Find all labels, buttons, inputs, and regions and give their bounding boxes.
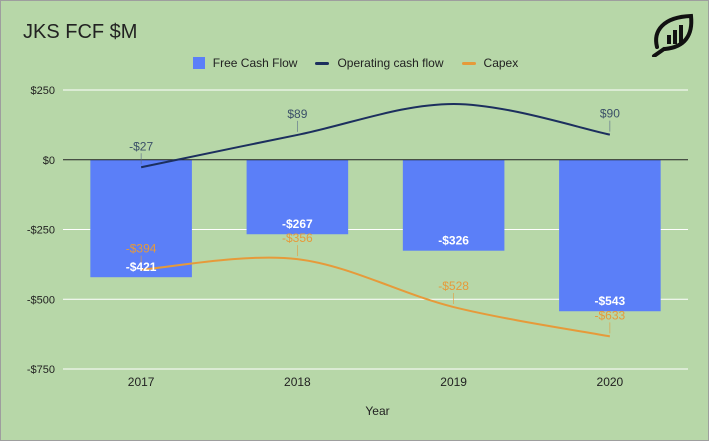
bar-2018 [246,159,349,235]
bar-2019 [402,159,505,251]
y-tick-label: -$250 [27,225,55,237]
data-label-operating: $90 [600,107,620,121]
legend-swatch-bar [192,57,205,69]
y-tick-label: -$500 [27,294,55,306]
data-label-bar: -$421 [126,260,157,274]
data-label-capex: -$356 [282,231,313,245]
legend-label: Free Cash Flow [212,56,298,70]
x-tick-label: 2019 [440,375,467,389]
bar-2020 [559,159,661,312]
legend-label: Capex [483,56,519,70]
data-label-capex: -$528 [438,279,469,293]
line-operating-cash-flow [140,102,611,169]
data-label-capex: -$633 [595,308,626,322]
data-label-bar: -$543 [595,294,626,308]
x-tick-label: 2017 [128,375,155,389]
chart-legend: Free Cash Flow Operating cash flow Capex [1,56,708,70]
leaf-chart-logo-icon [652,13,694,57]
y-tick-label: -$750 [27,364,55,376]
y-tick-label: $250 [31,85,55,97]
x-tick-label: 2020 [597,375,624,389]
legend-swatch-operating [315,61,330,65]
line-capex [141,256,611,338]
data-label-bar: -$267 [282,217,313,231]
legend-item-free-cash-flow: Free Cash Flow [192,56,298,70]
legend-item-operating-cash-flow: Operating cash flow [315,56,444,70]
data-label-bar: -$326 [438,234,469,248]
chart-title: JKS FCF $M [23,21,138,43]
data-label-operating: $89 [287,107,307,121]
y-tick-label: $0 [43,155,55,167]
data-label-capex: -$394 [126,242,157,256]
legend-label: Operating cash flow [337,56,444,70]
legend-item-capex: Capex [461,56,519,70]
x-tick-label: 2018 [284,375,311,389]
x-axis-title: Year [365,404,389,418]
legend-swatch-capex [461,61,476,65]
data-label-operating: -$27 [129,139,153,153]
